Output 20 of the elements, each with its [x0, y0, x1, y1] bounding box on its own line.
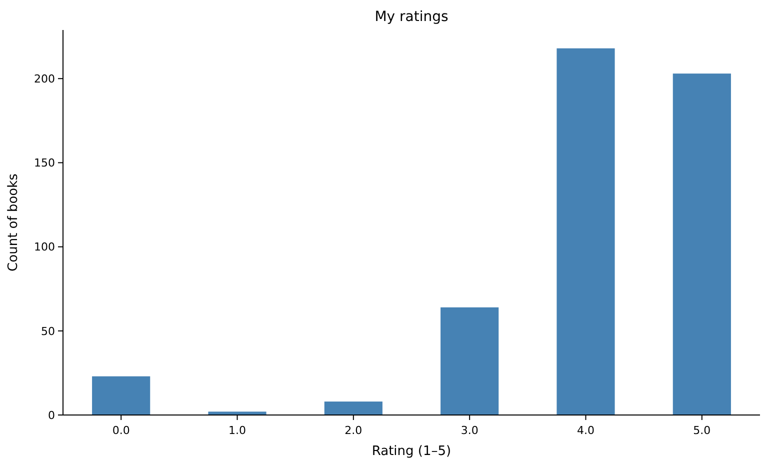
- bar: [208, 412, 266, 415]
- x-tick-label: 5.0: [693, 424, 711, 437]
- y-tick-label: 200: [34, 72, 55, 86]
- y-axis-title: Count of books: [6, 173, 21, 272]
- x-tick-label: 0.0: [112, 424, 130, 437]
- chart-title: My ratings: [374, 9, 448, 25]
- bar: [672, 74, 731, 415]
- x-tick-label: 3.0: [460, 424, 478, 437]
- y-tick-label: 150: [34, 156, 55, 170]
- y-tick-label: 0: [48, 408, 55, 422]
- x-tick-label: 1.0: [228, 424, 246, 437]
- bar: [324, 402, 382, 415]
- y-tick-label: 100: [34, 240, 55, 254]
- bar: [440, 307, 499, 415]
- y-tick-label: 50: [41, 324, 55, 338]
- x-axis-title: Rating (1–5): [372, 444, 452, 459]
- x-tick-label: 2.0: [344, 424, 362, 437]
- bar: [556, 48, 615, 415]
- bar: [92, 376, 150, 415]
- x-tick-label: 4.0: [577, 424, 594, 437]
